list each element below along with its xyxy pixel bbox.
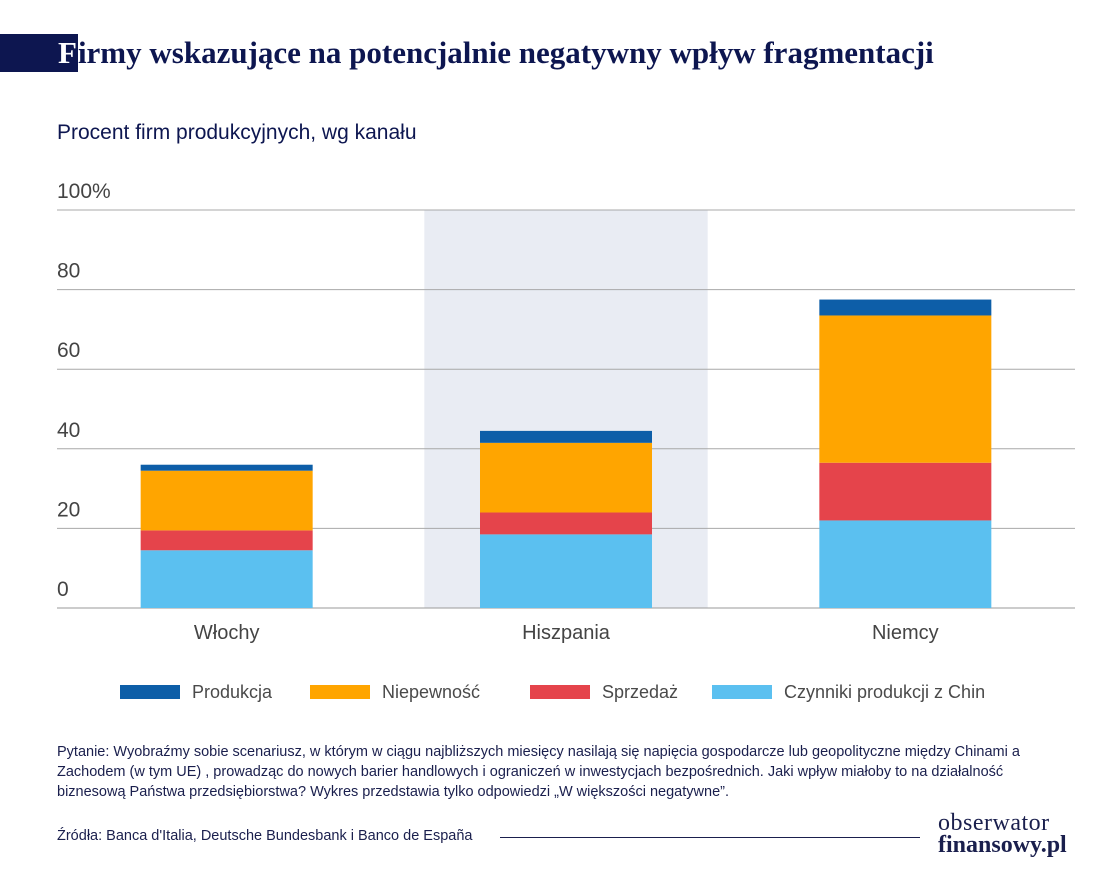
x-tick-label: Hiszpania bbox=[522, 622, 611, 644]
axis-labels: 0 20 40 60 80 100% Włochy Hiszpania Niemcy bbox=[57, 180, 939, 644]
bar-segment bbox=[140, 470, 313, 531]
chart-title: Firmy wskazujące na potencjalnie negatyw… bbox=[57, 34, 934, 72]
stacked-bar-chart: 0 20 40 60 80 100% Włochy Hiszpania Niemcy bbox=[57, 180, 1075, 644]
legend-item: Czynniki produkcji z Chin bbox=[712, 676, 985, 708]
logo: obserwator finansowy.pl bbox=[938, 810, 1078, 858]
bar-segment bbox=[819, 315, 992, 463]
legend-label: Produkcja bbox=[192, 681, 273, 702]
legend-swatch bbox=[712, 685, 772, 699]
bar-segment bbox=[480, 442, 652, 513]
bar-segment bbox=[140, 530, 313, 551]
source-text: Źródła: Banca d'Italia, Deutsche Bundesb… bbox=[57, 828, 473, 844]
y-tick-label: 20 bbox=[57, 498, 80, 521]
chart-subtitle: Procent firm produkcyjnych, wg kanału bbox=[57, 121, 417, 144]
legend-item: Niepewność bbox=[310, 676, 480, 708]
x-tick-label: Włochy bbox=[194, 622, 260, 644]
bar-segment bbox=[140, 550, 313, 608]
bar-segment bbox=[480, 534, 652, 608]
y-tick-label: 80 bbox=[57, 260, 80, 283]
title-text: irmy wskazujące na potencjalnie negatywn… bbox=[77, 35, 934, 70]
source-divider bbox=[500, 837, 920, 838]
bar-segment bbox=[819, 299, 992, 316]
title-first-letter: F bbox=[57, 34, 78, 72]
y-tick-label: 60 bbox=[57, 339, 80, 362]
logo-line-1: obserwator bbox=[938, 810, 1050, 836]
legend-item: Sprzedaż bbox=[530, 676, 678, 708]
x-tick-label: Niemcy bbox=[872, 622, 939, 644]
bar-segment bbox=[480, 512, 652, 535]
legend-label: Niepewność bbox=[382, 681, 481, 702]
logo-line-2: finansowy.pl bbox=[938, 832, 1067, 858]
legend-swatch bbox=[530, 685, 590, 699]
y-tick-label: 100% bbox=[57, 180, 111, 203]
y-tick-label: 40 bbox=[57, 419, 80, 442]
legend-swatch bbox=[120, 685, 180, 699]
bar-segment bbox=[140, 464, 313, 471]
bars bbox=[140, 299, 992, 608]
legend: Produkcja Niepewność Sprzedaż Czynniki prod… bbox=[0, 676, 1120, 708]
bar-segment bbox=[819, 520, 992, 608]
bar-segment bbox=[480, 430, 652, 443]
legend-item: Produkcja bbox=[120, 676, 272, 708]
legend-swatch bbox=[310, 685, 370, 699]
y-tick-label: 0 bbox=[57, 578, 69, 601]
bar-segment bbox=[819, 462, 992, 521]
legend-label: Czynniki produkcji z Chin bbox=[784, 681, 986, 702]
legend-label: Sprzedaż bbox=[602, 681, 679, 702]
note-text: Pytanie: Wyobraźmy sobie scenariusz, w k… bbox=[57, 744, 1020, 800]
question-note: Pytanie: Wyobraźmy sobie scenariusz, w k… bbox=[57, 742, 1057, 802]
